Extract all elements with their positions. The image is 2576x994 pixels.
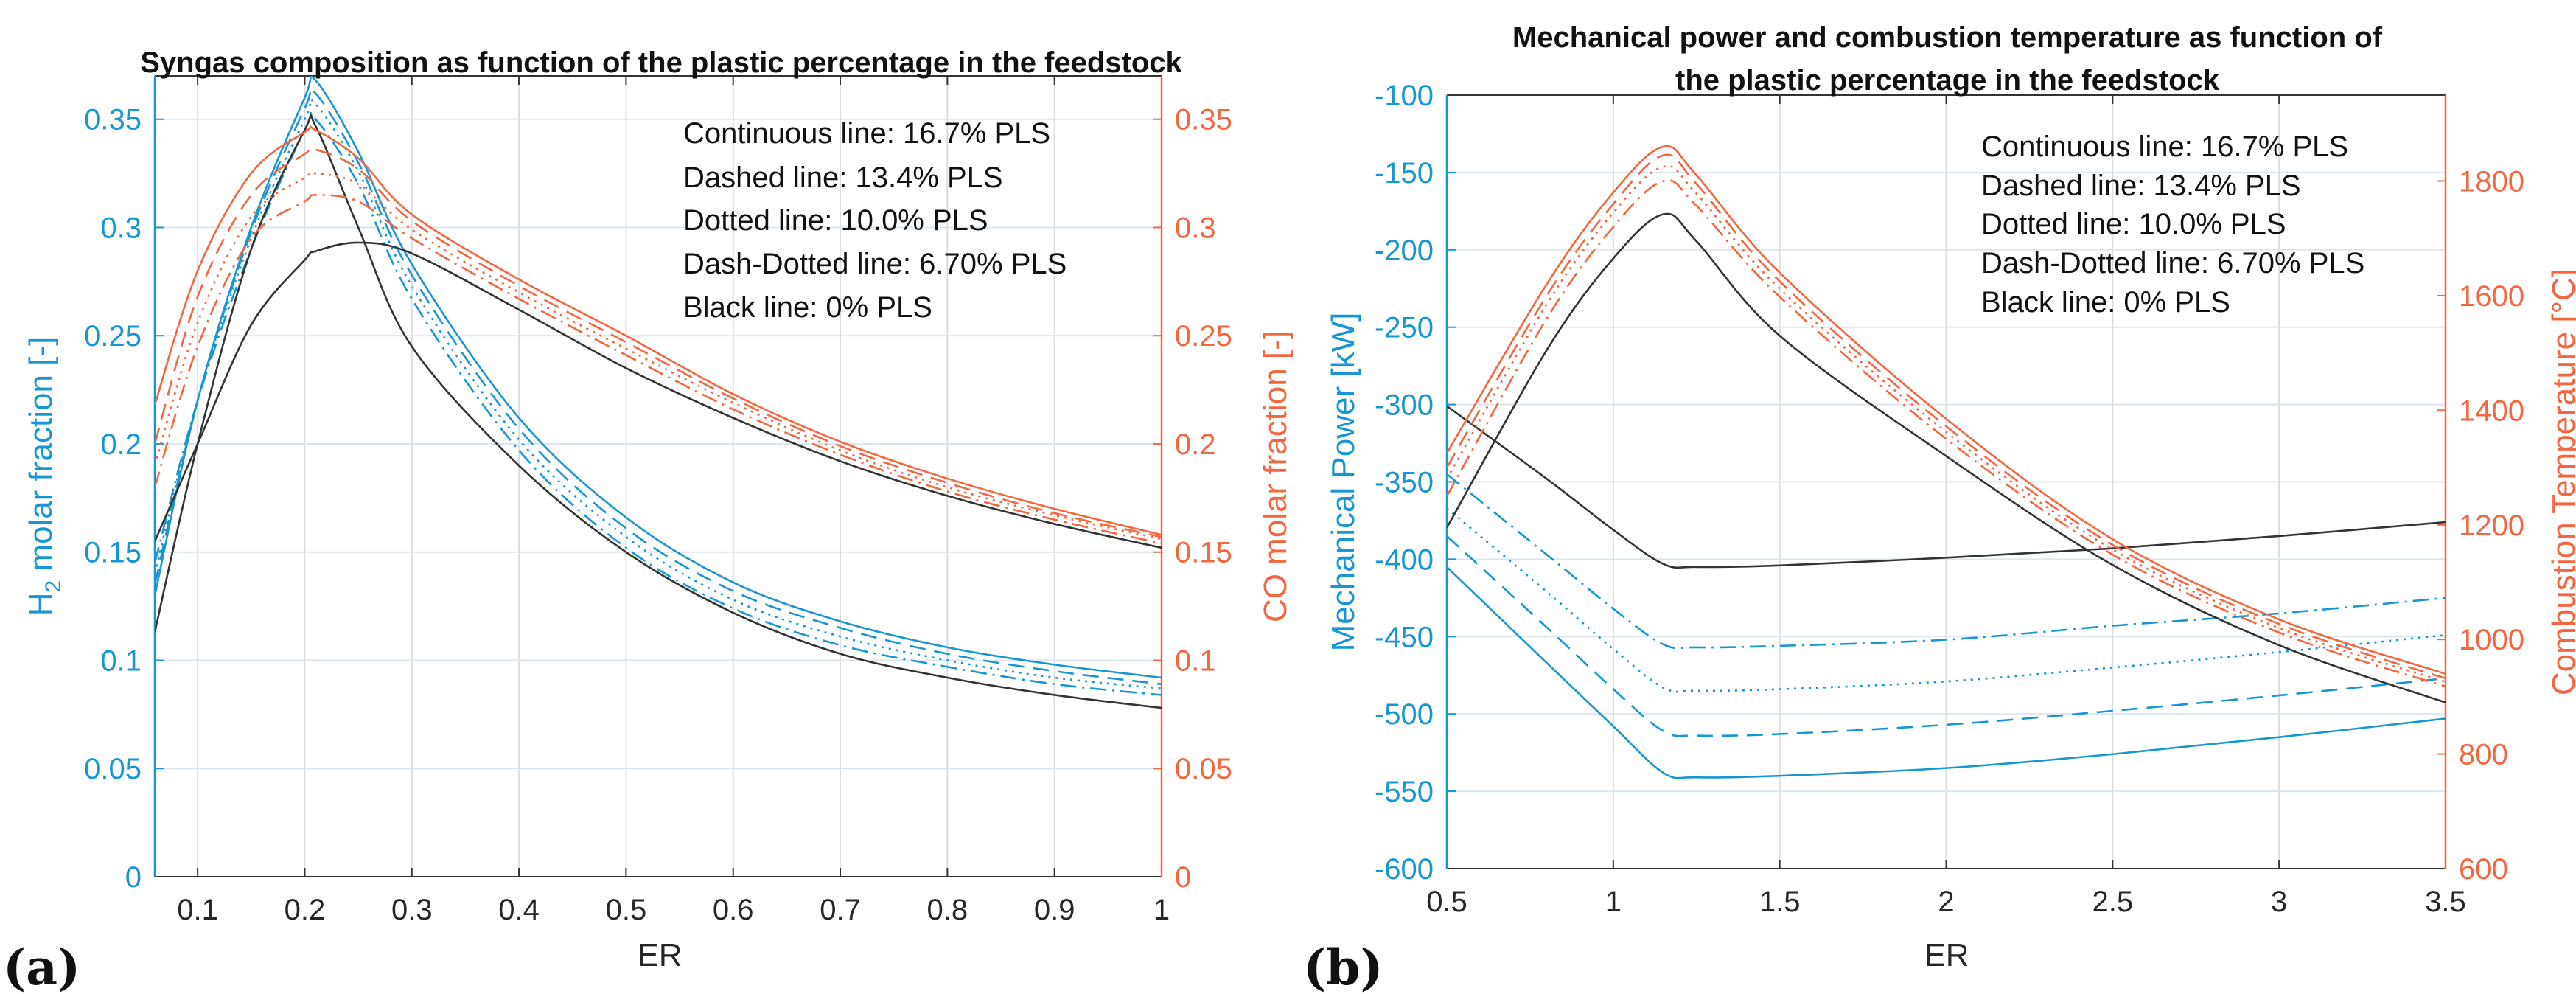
series-group — [155, 76, 1162, 709]
chart-title: Syngas composition as function of the pl… — [140, 46, 1182, 79]
x-tick-label: 0.2 — [285, 894, 326, 926]
y-left-tick-label: 0.15 — [84, 537, 142, 569]
x-tick-label: 0.9 — [1034, 894, 1075, 926]
y-axis-label-right: CO molar fraction [-] — [1257, 330, 1294, 622]
y-right-tick-label: 600 — [2459, 853, 2508, 886]
x-tick-label: 0.5 — [1426, 886, 1467, 918]
y-axis-label-right: Combustion Temperature [°C] — [2546, 268, 2576, 695]
x-tick-label: 0.5 — [606, 894, 647, 926]
legend-entry: Dotted line: 10.0% PLS — [1981, 208, 2286, 240]
y-axis-label-left: H2 molar fraction [-] — [23, 337, 66, 616]
series-line-co-16-7-pls — [155, 125, 1162, 536]
y-left-tick-label: -550 — [1375, 776, 1434, 808]
y-right-tick-label: 1000 — [2459, 624, 2524, 656]
y-left-tick-label: -150 — [1375, 157, 1434, 190]
series-line-temperature-0-pls — [1447, 212, 2446, 703]
y-left-tick-label: -300 — [1375, 389, 1434, 422]
y-left-tick-label: 0 — [125, 861, 142, 894]
legend-entry: Dotted line: 10.0% PLS — [683, 204, 988, 237]
legend-entry: Dashed line: 13.4% PLS — [1981, 170, 2301, 202]
x-tick-label: 0.1 — [177, 894, 218, 926]
series-line-h2-0-pls — [155, 113, 1162, 709]
series-line-power-16-7-pls — [1447, 566, 2446, 779]
y-right-tick-label: 1200 — [2459, 510, 2524, 542]
legend-entry: Dash-Dotted line: 6.70% PLS — [683, 248, 1067, 280]
x-tick-label: 1.5 — [1759, 886, 1801, 918]
y-left-tick-label: 0.3 — [100, 212, 142, 244]
y-left-tick-label: -100 — [1375, 80, 1434, 112]
x-tick-label: 0.8 — [927, 894, 968, 926]
y-left-tick-label: 0.05 — [84, 753, 142, 785]
chart-title: Mechanical power and combustion temperat… — [1512, 21, 2383, 54]
series-group — [1447, 145, 2446, 779]
series-line-power-0-pls — [1447, 405, 2446, 569]
y-right-tick-label: 0.05 — [1175, 753, 1232, 785]
legend-entry: Dashed line: 13.4% PLS — [683, 161, 1003, 194]
x-tick-label: 1 — [1153, 894, 1170, 926]
y-right-tick-label: 0.35 — [1175, 104, 1232, 136]
x-tick-label: 2.5 — [2092, 886, 2134, 918]
series-line-temperature-16-7-pls — [1447, 145, 2446, 675]
x-axis-label: ER — [637, 937, 682, 973]
y-right-tick-label: 0.1 — [1175, 644, 1216, 677]
legend-entry: Black line: 0% PLS — [683, 291, 932, 324]
x-tick-label: 0.3 — [391, 894, 433, 926]
series-line-power-13-4-pls — [1447, 535, 2446, 737]
legend-entry: Black line: 0% PLS — [1981, 286, 2230, 319]
x-tick-label: 3 — [2271, 886, 2287, 918]
y-axis-label-left: Mechanical Power [kW] — [1325, 313, 1361, 652]
y-left-tick-label: -450 — [1375, 621, 1434, 653]
x-tick-label: 0.6 — [713, 894, 754, 926]
y-right-tick-label: 0.15 — [1175, 537, 1232, 569]
x-tick-label: 0.7 — [820, 894, 861, 926]
x-axis-label: ER — [1924, 937, 1969, 973]
y-left-tick-label: 0.2 — [100, 428, 142, 461]
y-label-left-main: H — [23, 593, 59, 616]
series-line-power-6-70-pls — [1447, 473, 2446, 650]
x-tick-label: 3.5 — [2425, 886, 2466, 918]
series-line-h2-13-4-pls — [155, 87, 1162, 686]
panel-label: (a) — [3, 939, 80, 994]
legend-entry: Continuous line: 16.7% PLS — [683, 117, 1050, 150]
series-line-temperature-6-70-pls — [1447, 179, 2446, 688]
y-left-tick-label: 0.25 — [84, 320, 142, 352]
chart-b-power-temperature: 0.5 1 1.5 2 2.5 3 3.5 -600 -550 -500 -450 -400 -350 -… — [1303, 21, 2576, 994]
series-line-co-6-70-pls — [155, 194, 1162, 545]
y-right-tick-label: 1400 — [2459, 395, 2524, 427]
panel-label: (b) — [1303, 939, 1383, 994]
x-tick-label: 0.4 — [498, 894, 540, 926]
series-line-temperature-10-0-pls — [1447, 165, 2446, 683]
chart-a-syngas-composition: 0.1 0.2 0.3 0.4 0.5 0.6 0.7 0.8 0.9 100.050.10.15… — [3, 46, 1294, 994]
y-label-left-main: Mechanical Power [kW] — [1325, 313, 1361, 652]
series-line-h2-16-7-pls — [155, 76, 1162, 679]
y-left-tick-label: 0.35 — [84, 104, 142, 136]
y-right-tick-label: 0.25 — [1175, 320, 1232, 352]
y-left-tick-label: 0.1 — [100, 644, 142, 677]
y-label-left-subscript: 2 — [41, 580, 66, 593]
y-right-tick-label: 800 — [2459, 739, 2508, 771]
legend-entry: Dash-Dotted line: 6.70% PLS — [1981, 247, 2364, 279]
series-line-h2-10-0-pls — [155, 98, 1162, 689]
series-line-temperature-13-4-pls — [1447, 153, 2446, 680]
y-right-tick-label: 0.3 — [1175, 212, 1216, 244]
y-left-tick-label: -350 — [1375, 467, 1434, 499]
x-tick-label: 1 — [1605, 886, 1622, 918]
y-left-tick-label: -200 — [1375, 234, 1434, 267]
y-right-tick-label: 1800 — [2459, 166, 2524, 198]
chart-title-line2: the plastic percentage in the feedstock — [1675, 64, 2220, 97]
y-left-tick-label: -250 — [1375, 312, 1434, 344]
x-tick-label: 2 — [1938, 886, 1954, 918]
series-line-co-13-4-pls — [155, 147, 1162, 538]
y-left-tick-label: -600 — [1375, 853, 1434, 886]
y-right-tick-label: 1600 — [2459, 280, 2524, 313]
y-right-tick-label: 0 — [1175, 861, 1191, 894]
legend-entry: Continuous line: 16.7% PLS — [1981, 131, 2348, 163]
y-right-tick-label: 0.2 — [1175, 428, 1216, 461]
y-left-tick-label: -500 — [1375, 698, 1434, 731]
y-label-left-rest: molar fraction [-] — [23, 337, 59, 580]
series-line-h2-6-70-pls — [155, 111, 1162, 696]
series-line-co-0-pls — [155, 241, 1162, 549]
y-left-tick-label: -400 — [1375, 543, 1434, 576]
